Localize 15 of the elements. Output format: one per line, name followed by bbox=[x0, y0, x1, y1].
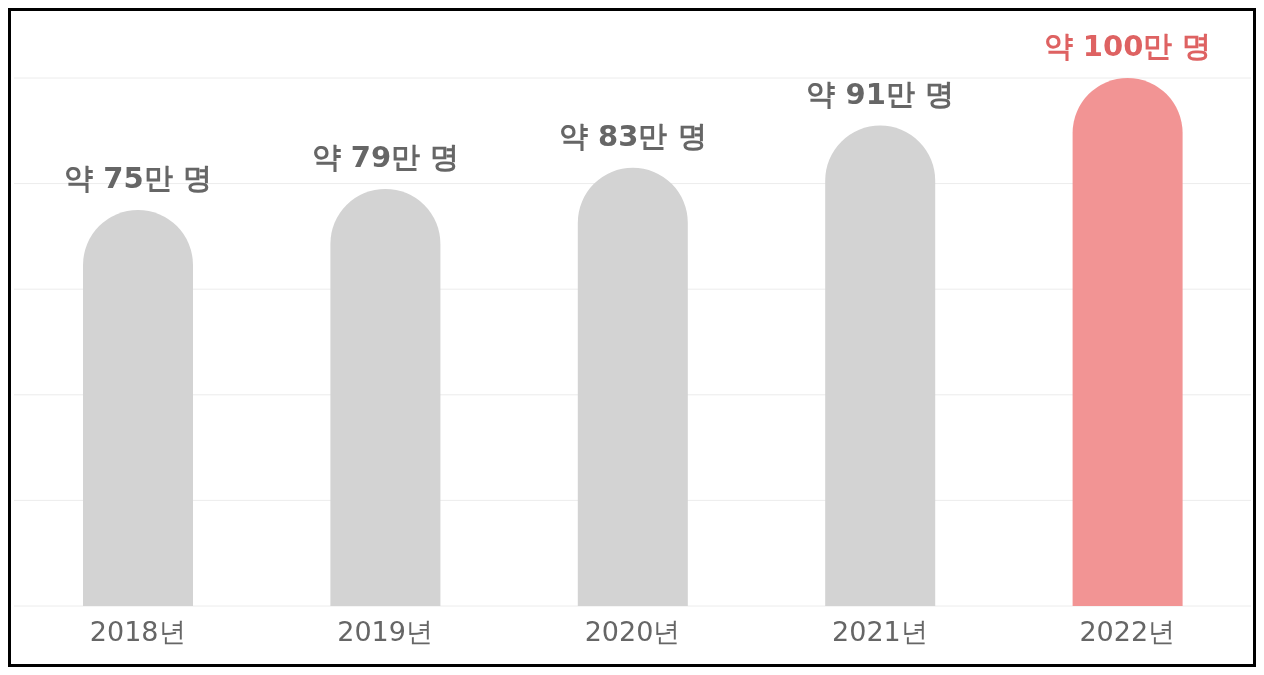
data-label: 약 100만 명 bbox=[1043, 29, 1212, 63]
x-tick-label: 2019년 bbox=[337, 616, 433, 648]
bar bbox=[83, 210, 193, 606]
data-label: 약 83만 명 bbox=[559, 118, 707, 153]
x-tick-label: 2022년 bbox=[1079, 616, 1176, 648]
bar bbox=[1072, 78, 1183, 606]
x-tick-label: 2021년 bbox=[832, 616, 928, 648]
x-tick-label: 2020년 bbox=[584, 616, 681, 648]
bar bbox=[577, 167, 688, 606]
x-tick-label: 2018년 bbox=[89, 616, 186, 648]
bar bbox=[825, 125, 936, 606]
data-label: 약 79만 명 bbox=[311, 139, 460, 174]
data-label: 약 91만 명 bbox=[806, 76, 954, 111]
bar bbox=[330, 188, 441, 606]
data-label: 약 75만 명 bbox=[64, 161, 212, 195]
